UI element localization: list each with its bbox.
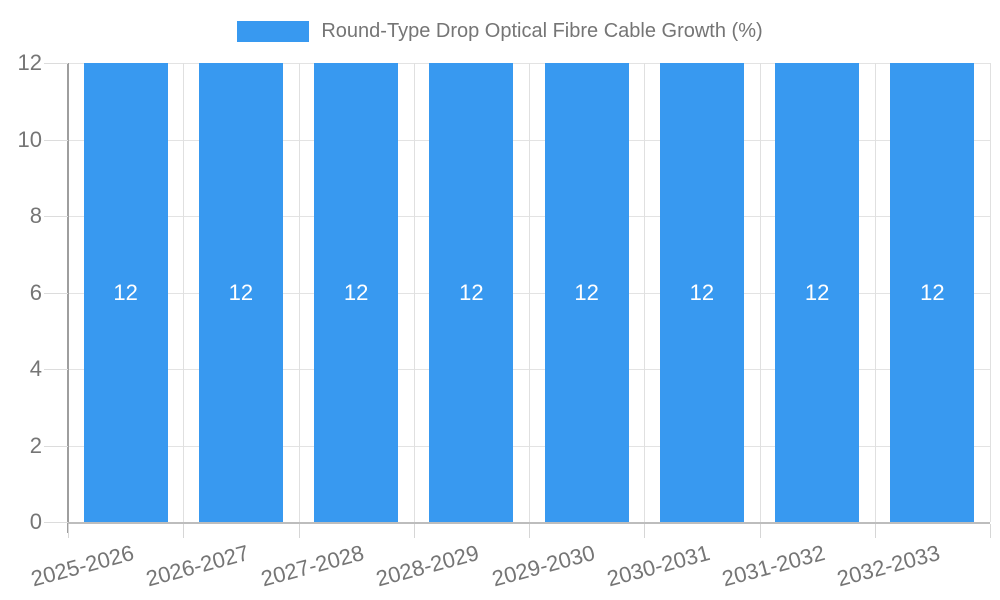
y-tick [44,216,68,217]
y-tick-label: 12 [17,50,42,75]
y-tick [44,445,68,447]
x-tick [529,524,530,538]
y-tick [44,292,68,294]
x-tick [875,524,876,538]
legend-label: Round-Type Drop Optical Fibre Cable Grow… [321,20,763,42]
x-axis-line [68,522,990,524]
x-tick [990,524,991,538]
x-tick [414,524,415,538]
vgridline [414,63,415,522]
x-tick [183,524,184,538]
bar-value-label: 12 [459,279,484,305]
bar-value-label: 12 [574,279,599,305]
x-tick [299,524,300,538]
chart-legend: Round-Type Drop Optical Fibre Cable Grow… [0,19,1000,43]
bar-value-label: 12 [228,279,254,305]
plot-area: 12 12 12 12 12 12 12 12 [68,63,991,523]
bar: 12 [890,63,975,522]
y-tick-label: 6 [29,279,42,305]
x-tick [760,524,761,538]
vgridline [875,63,876,522]
vgridline [644,63,645,522]
y-tick [44,522,68,523]
vgridline [760,63,761,522]
bar: 12 [775,63,860,522]
bar: 12 [314,63,399,522]
bar-value-label: 12 [689,279,715,305]
y-tick [44,369,68,370]
bar-value-label: 12 [804,279,830,305]
bar: 12 [198,63,283,522]
bar-value-label: 12 [113,279,138,305]
bar-value-label: 12 [920,279,945,305]
x-tick [68,524,69,538]
vgridline [990,63,991,522]
vgridline [299,63,300,522]
y-tick [44,139,68,141]
vgridline [529,63,530,522]
y-tick-label: 10 [17,126,42,152]
legend-item[interactable]: Round-Type Drop Optical Fibre Cable Grow… [237,19,763,43]
bar: 12 [544,63,629,522]
bar: 12 [83,63,168,522]
y-axis-line [67,63,69,533]
bar: 12 [659,63,744,522]
vgridline [183,63,184,522]
y-tick [44,63,68,64]
y-tick-label: 8 [29,203,42,228]
y-tick-label: 2 [29,432,42,458]
y-tick-label: 0 [29,509,42,534]
bar: 12 [429,63,514,522]
x-tick [644,524,645,538]
y-tick-label: 4 [29,356,42,381]
bar-value-label: 12 [343,279,369,305]
legend-swatch-icon [237,20,310,42]
